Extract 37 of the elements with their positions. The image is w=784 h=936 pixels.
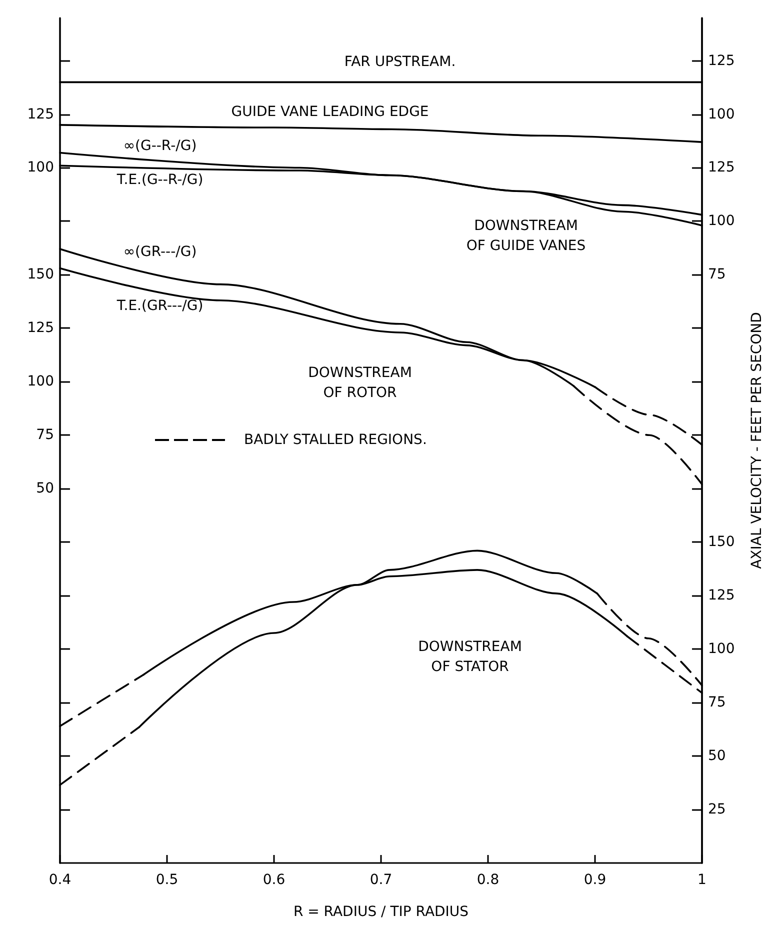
legend-label: BADLY STALLED REGIONS. [244, 432, 427, 448]
y-tick-label: 150 [27, 266, 54, 283]
y2-tick-label: 125 [708, 160, 735, 176]
y2-tick-label: 50 [708, 748, 726, 764]
y2-axis-title: AXIAL VELOCITY - FEET PER SECOND [749, 312, 765, 569]
x-tick-label: 0.5 [156, 872, 178, 888]
annotation: GUIDE VANE LEADING EDGE [231, 104, 429, 120]
x-tick-label: 0.9 [584, 872, 606, 888]
x-tick-label: 1 [698, 872, 706, 888]
y-tick-label: 125 [27, 320, 54, 336]
annotation: T.E.(G--R-/G) [116, 172, 204, 188]
x-tick-label: 0.4 [48, 872, 72, 888]
x-tick-label: 0.7 [370, 872, 392, 888]
y2-tick-label: 25 [708, 802, 726, 818]
y2-tick-label: 150 [708, 534, 735, 550]
y-tick-label: 125 [27, 106, 54, 122]
y2-tick-label: 75 [708, 694, 726, 711]
y2-tick-label: 100 [708, 213, 735, 230]
y2-tick-label: 75 [708, 266, 726, 283]
annotation: DOWNSTREAM OF ROTOR [308, 365, 412, 401]
annotation: ∞(G--R-/G) [123, 138, 197, 154]
annotation: FAR UPSTREAM. [344, 54, 456, 70]
annotation: DOWNSTREAM OF GUIDE VANES [466, 218, 586, 254]
y-tick-label: 100 [27, 160, 54, 176]
y2-tick-label: 125 [708, 588, 735, 604]
y2-tick-label: 100 [708, 106, 735, 122]
y2-tick-label: 125 [708, 52, 735, 69]
annotation: DOWNSTREAM OF STATOR [418, 639, 522, 675]
annotation: ∞(GR---/G) [123, 244, 197, 260]
x-axis-title: R = RADIUS / TIP RADIUS [293, 904, 469, 920]
x-tick-label: 0.8 [476, 872, 500, 888]
x-tick-label: 0.6 [262, 872, 286, 888]
y2-tick-label: 100 [708, 641, 735, 658]
y-tick-label: 50 [36, 480, 54, 497]
y-tick-label: 100 [27, 374, 54, 390]
annotation: T.E.(GR---/G) [116, 298, 204, 314]
y-tick-label: 75 [36, 427, 54, 444]
